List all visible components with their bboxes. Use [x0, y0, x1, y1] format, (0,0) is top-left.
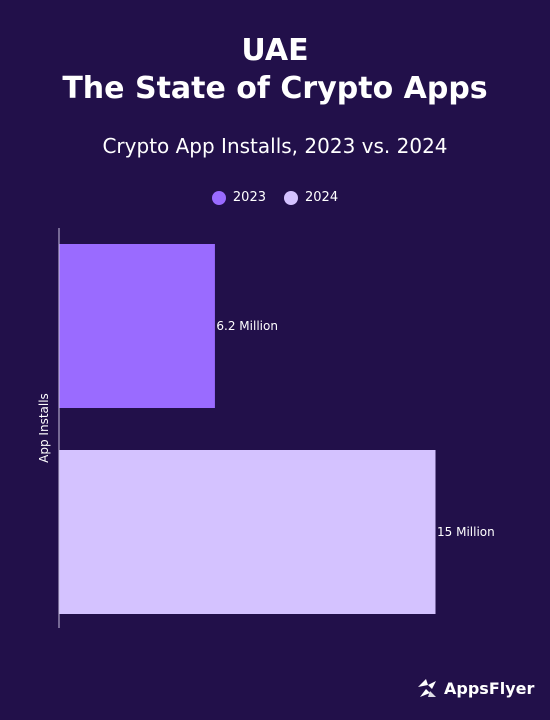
chart-legend: 2023 2024 [0, 190, 550, 205]
legend-swatch-2024 [284, 190, 298, 205]
chart-title: Crypto App Installs, 2023 vs. 2024 [102, 134, 448, 158]
legend-item-2024: 2024 [284, 190, 338, 205]
page-title: UAE The State of Crypto Apps [0, 32, 550, 108]
bar-2023 [59, 244, 215, 408]
legend-label-2024: 2024 [305, 190, 339, 205]
title-line-2: The State of Crypto Apps [62, 71, 488, 106]
y-axis-label: App Installs [37, 393, 51, 463]
legend-label-2023: 2023 [232, 190, 266, 205]
brand-name: AppsFlyer [444, 678, 535, 698]
appsflyer-logo-icon [418, 679, 436, 697]
legend-item-2023: 2023 [211, 190, 266, 205]
data-label-2023: 6.2 Million [216, 319, 278, 333]
title-line-1: UAE [241, 33, 309, 68]
bar-2024 [59, 450, 436, 614]
brand-logo: AppsFlyer [414, 675, 534, 701]
data-label-2024: 15 Million [437, 525, 495, 539]
legend-swatch-2023 [211, 190, 226, 205]
